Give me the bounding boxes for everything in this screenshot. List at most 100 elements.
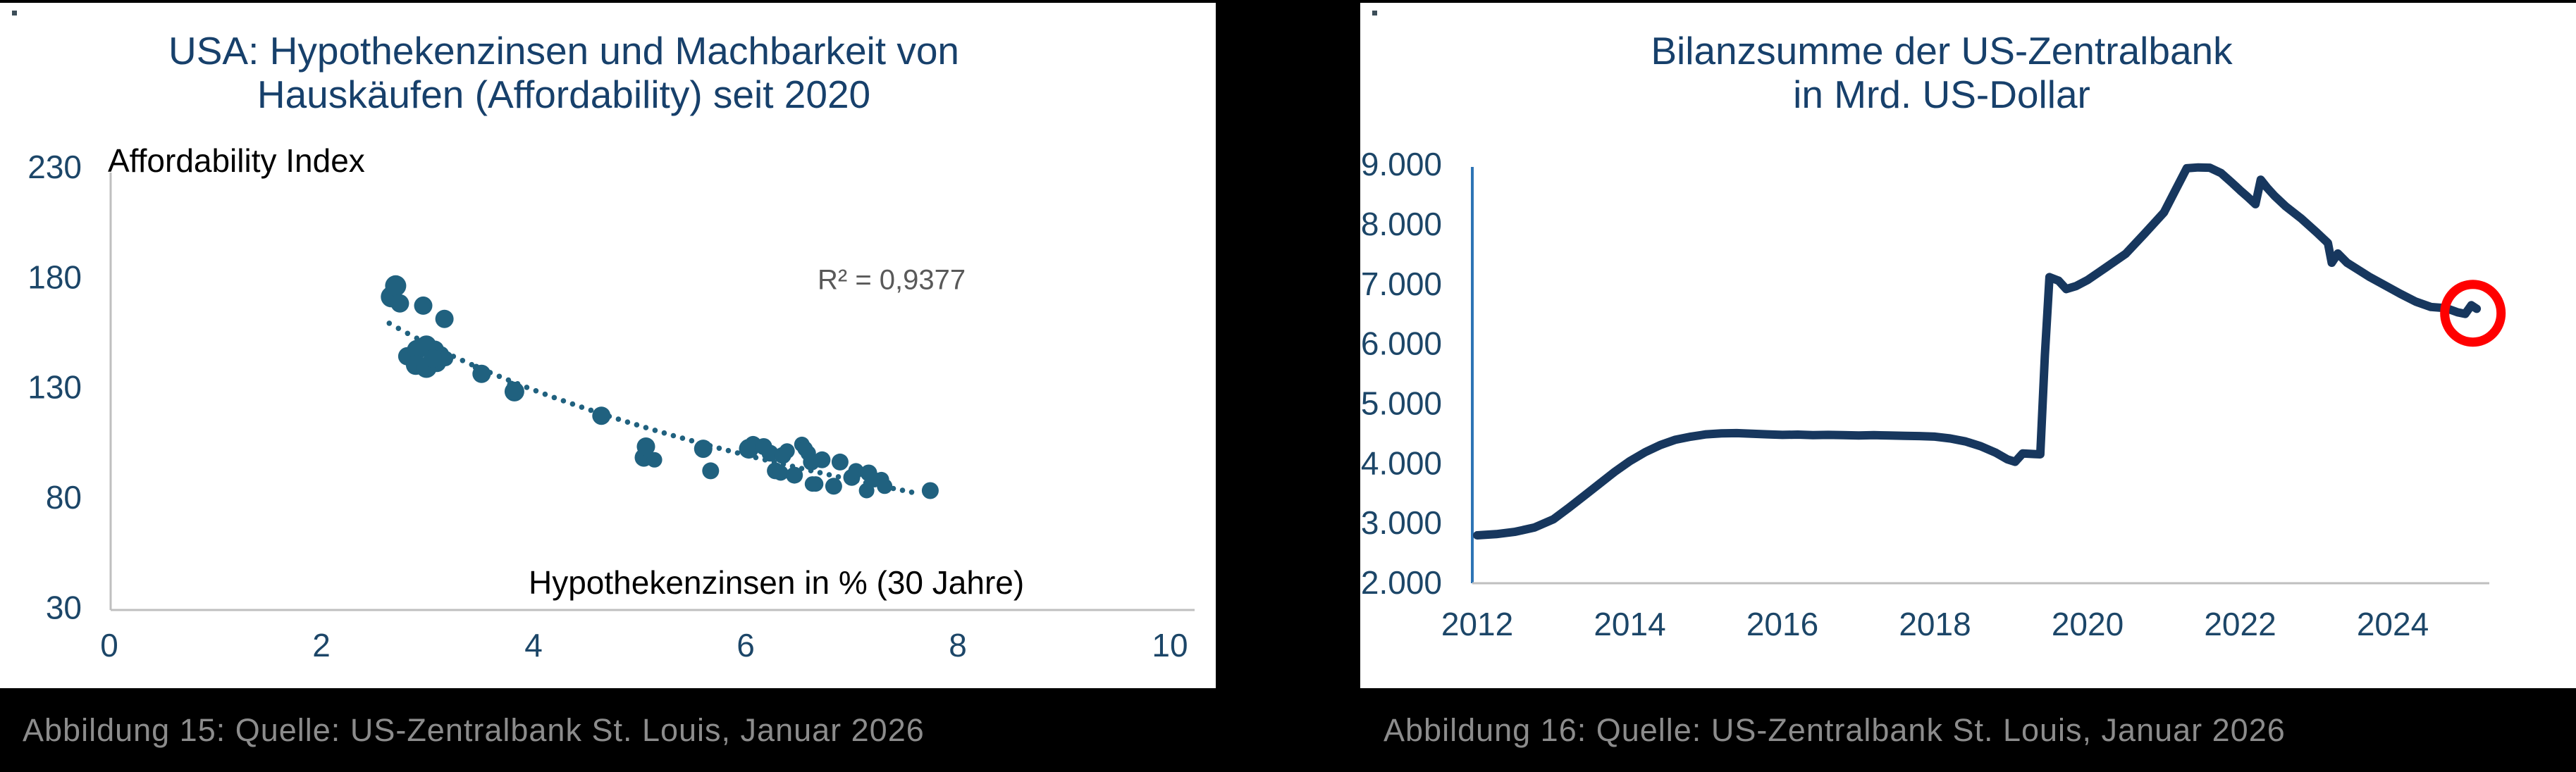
scatter-point — [772, 465, 789, 481]
scatter-point — [414, 296, 433, 315]
left-y-tick-label: 30 — [46, 589, 82, 625]
right-y-tick-label: 7.000 — [1361, 266, 1442, 302]
trendline-dot — [524, 385, 530, 390]
right-bullet-marker — [1372, 11, 1377, 15]
scatter-point — [825, 478, 842, 495]
right-y-tick-label: 5.000 — [1361, 385, 1442, 422]
trendline-dot — [725, 447, 732, 454]
right-x-tick-label: 2014 — [1594, 606, 1665, 642]
left-y-axis-title: Affordability Index — [108, 142, 365, 179]
left-bullet-marker — [12, 11, 17, 15]
scatter-point — [694, 440, 713, 459]
scatter-point — [786, 466, 803, 484]
trendline-dot — [542, 391, 548, 397]
scatter-point — [438, 351, 454, 366]
left-x-tick-label: 0 — [100, 627, 118, 664]
left-x-tick-label: 10 — [1152, 627, 1188, 664]
right-chart-title-line2: in Mrd. US-Dollar — [1793, 73, 2090, 116]
scatter-point — [831, 453, 849, 471]
trendline-dot — [835, 474, 842, 480]
affordability-scatter-chart: 230 180 130 80 30 0 2 4 6 8 10 — [27, 149, 1195, 664]
left-x-tick-label: 6 — [737, 627, 755, 664]
trendline-dot — [624, 419, 631, 425]
scatter-point — [435, 309, 454, 328]
scatter-point — [858, 482, 875, 499]
trendline-dot — [734, 450, 741, 456]
left-figure-caption: Abbildung 15: Quelle: US-Zentralbank St.… — [23, 711, 925, 748]
right-y-tick-label: 2.000 — [1361, 564, 1442, 601]
trendline-dot — [405, 330, 411, 337]
trendline-dot — [569, 401, 576, 407]
scatter-point — [472, 364, 491, 383]
trendline-dot — [817, 470, 823, 475]
right-x-tick-label: 2020 — [2052, 606, 2124, 642]
scatter-point — [592, 406, 611, 425]
scatter-point — [702, 462, 720, 480]
scatter-point — [877, 478, 893, 494]
trendline-dot — [533, 388, 539, 394]
trendline-dot — [689, 437, 695, 444]
left-x-axis-title: Hypothekenzinsen in % (30 Jahre) — [529, 564, 1025, 601]
left-x-tick-label: 2 — [312, 627, 331, 664]
trendline-dot — [551, 394, 557, 401]
scatter-point — [779, 443, 795, 459]
left-y-tick-label: 180 — [27, 259, 82, 295]
scatter-point — [848, 463, 864, 479]
trendline-dot — [908, 490, 915, 495]
trendline-dot — [634, 422, 640, 428]
right-x-tick-label: 2016 — [1746, 606, 1818, 642]
scatter-point — [385, 275, 407, 297]
scatter-point — [424, 349, 442, 368]
trendline-dot — [395, 325, 402, 332]
right-x-tick-label: 2018 — [1899, 606, 1971, 642]
scatter-point — [813, 451, 831, 468]
trendline-dot — [679, 435, 686, 441]
left-y-tick-label: 230 — [27, 149, 82, 185]
highlight-circle-marker — [2440, 280, 2506, 347]
left-x-tick-label: 4 — [524, 627, 543, 664]
panel-divider-bar — [1216, 0, 1360, 772]
right-x-tick-label: 2024 — [2357, 606, 2429, 642]
right-figure-caption: Abbildung 16: Quelle: US-Zentralbank St.… — [1383, 711, 2286, 748]
trendline-dot — [661, 430, 667, 436]
balance-sheet-line — [1473, 163, 2482, 540]
right-y-tick-label: 9.000 — [1361, 146, 1442, 182]
right-y-tick-label: 4.000 — [1361, 444, 1442, 481]
fed-balance-line-chart: 9.000 8.000 7.000 6.000 5.000 4.000 3.000 2.000… — [1361, 146, 2506, 642]
trendline-dot — [670, 432, 677, 439]
left-chart-title-line2: Hauskäufen (Affordability) seit 2020 — [257, 73, 871, 116]
scatter-point — [636, 437, 655, 456]
scatter-point — [390, 294, 409, 313]
trendline-dot — [386, 320, 393, 326]
scatter-point — [808, 476, 824, 492]
right-chart-title-line1: Bilanzsumme der US-Zentralbank — [1651, 29, 2233, 73]
r-squared-annotation: R² = 0,9377 — [818, 264, 966, 296]
caption-bar: Abbildung 15: Quelle: US-Zentralbank St.… — [0, 688, 2576, 772]
trendline-dot — [414, 335, 420, 342]
right-y-tick-label: 8.000 — [1361, 206, 1442, 242]
trendline-dot — [652, 428, 658, 433]
trendline-dot — [496, 373, 503, 380]
trendline-dot — [560, 398, 567, 404]
scatter-point — [504, 381, 524, 401]
right-chart-title: Bilanzsumme der US-Zentralbank in Mrd. U… — [1360, 29, 2523, 116]
trendline-dot — [899, 487, 906, 493]
scatter-point — [797, 441, 813, 457]
trendline-dot — [826, 472, 832, 478]
right-x-tick-label: 2012 — [1441, 606, 1513, 642]
scatter-point — [761, 444, 779, 462]
trendline-dot — [579, 404, 585, 410]
right-y-tick-label: 6.000 — [1361, 325, 1442, 362]
left-y-tick-label: 80 — [46, 479, 82, 516]
left-y-tick-label: 130 — [27, 369, 82, 406]
left-chart-title-line1: USA: Hypothekenzinsen und Machbarkeit vo… — [168, 29, 960, 73]
trendline-dot — [588, 407, 594, 413]
trendline-dot — [716, 445, 722, 452]
scatter-point — [646, 452, 663, 468]
trendline-dot — [643, 425, 649, 430]
scatter-point — [921, 482, 939, 499]
right-x-tick-label: 2022 — [2204, 606, 2276, 642]
trendline-dot — [460, 358, 466, 363]
